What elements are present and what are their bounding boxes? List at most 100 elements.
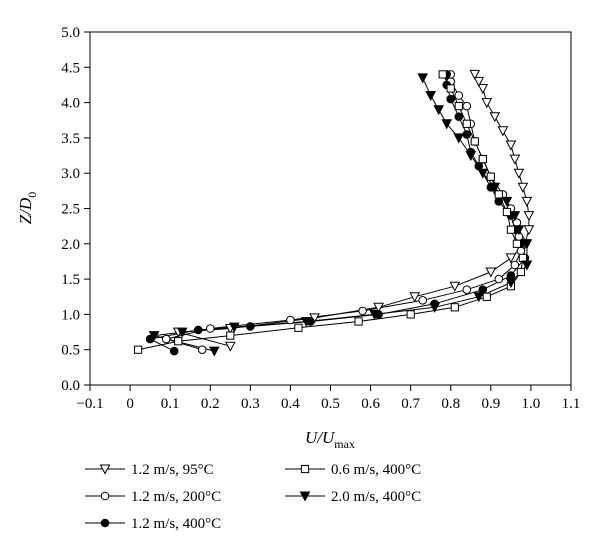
data-point [454,102,463,111]
legend-marker [100,491,110,501]
legend-item: 1.2 m/s, 200°C [85,489,221,505]
y-tick-label: 5.0 [61,25,80,41]
data-point [169,346,179,356]
data-point [502,207,511,217]
data-point [134,345,143,354]
data-point [418,296,427,305]
data-point [486,172,495,181]
x-tick-label: 0.9 [481,396,500,412]
data-point [482,292,491,301]
data-point [494,274,504,284]
data-point [489,112,500,122]
data-point [174,337,183,346]
data-point [462,101,472,111]
data-point [506,225,515,234]
data-point [518,253,527,262]
data-point [446,94,455,104]
data-point [425,91,436,101]
y-axis-title: Z/D0 [16,192,39,224]
data-point [417,73,428,83]
plot-area: −0.1 0 0.1 0.2 0.3 0.4 0.5 0.6 0.7 0.8 0.9 1.0 1.1 0… [61,25,580,412]
data-point [450,303,459,312]
series-line [137,74,524,351]
x-tick-label: 0.6 [361,396,380,412]
data-point [161,334,171,344]
legend-item: 1.2 m/s, 400°C [85,516,221,532]
legend-marker [300,464,310,474]
data-point [470,137,479,146]
y-tick-label: 1.5 [61,272,80,288]
y-tick-label: 4.0 [61,96,80,112]
x-tick-label: 0.4 [281,396,300,412]
data-point [516,267,525,277]
x-tick-label: 0.3 [241,396,260,412]
x-tick-label: 0.7 [401,396,420,412]
data-point [517,182,528,193]
data-point [294,323,303,332]
x-tick-label: 0.5 [321,396,340,412]
legend-item: 0.6 m/s, 400°C [285,462,421,478]
data-point [197,345,207,354]
x-tick-label: 0.1 [161,396,180,412]
data-point [510,260,520,270]
x-tick-label: 0 [126,396,134,412]
legend-label: 0.6 m/s, 400°C [331,462,421,478]
series-line [164,74,522,351]
series-line [178,74,530,347]
data-point [449,281,460,292]
y-tick-label: 0.0 [61,378,80,394]
data-point [523,225,534,235]
data-point [512,239,521,248]
data-point [523,211,534,221]
series-line [153,77,528,352]
x-tick-label: 1.0 [522,396,541,412]
legend-item: 2.0 m/s, 400°C [285,489,421,505]
data-point [409,292,420,302]
y-tick-label: 3.0 [61,166,80,182]
legend-label: 2.0 m/s, 400°C [331,489,421,505]
legend: 1.2 m/s, 95°C 1.2 m/s, 200°C 1.2 m/s, 400°… [85,462,421,532]
data-point [246,322,255,331]
legend-label: 1.2 m/s, 95°C [131,462,214,478]
data-point [462,119,471,128]
data-point [516,246,526,256]
data-point [494,197,504,206]
data-point [209,346,220,357]
data-point [354,317,363,326]
x-axis-title: U/Umax [305,428,355,451]
data-point [438,70,447,79]
x-tick-label: 0.8 [441,396,460,412]
legend-item: 1.2 m/s, 95°C [85,462,214,478]
data-point [454,91,464,100]
y-ticks: 0.0 0.5 1.0 1.5 2.0 2.5 3.0 3.5 4.0 4.5 5.0 [61,25,90,394]
series-markers [134,69,534,357]
data-point [465,151,476,161]
data-point [453,133,464,143]
data-point [478,155,487,164]
data-point [193,325,203,335]
y-tick-label: 1.0 [61,307,80,323]
data-point [454,112,464,121]
y-tick-label: 0.5 [61,343,80,359]
data-point [462,285,472,294]
plot-frame [89,31,572,386]
data-point [206,324,215,333]
x-tick-label: 0.2 [201,396,220,412]
data-point [494,190,503,199]
legend-marker [100,518,110,528]
data-point [521,196,532,207]
x-ticks: −0.1 0 0.1 0.2 0.3 0.4 0.5 0.6 0.7 0.8 0.9 1.0 1.1 [76,385,580,412]
x-tick-label: 1.1 [562,396,581,412]
y-tick-label: 2.5 [61,202,80,218]
legend-label: 1.2 m/s, 400°C [131,516,221,532]
data-point [477,84,488,94]
data-point [509,154,520,165]
y-tick-label: 4.5 [61,60,80,76]
data-point [446,84,455,93]
data-point [497,126,508,136]
y-tick-label: 2.0 [61,237,80,253]
data-point [225,341,236,352]
data-point [485,267,496,277]
data-point [462,130,472,139]
